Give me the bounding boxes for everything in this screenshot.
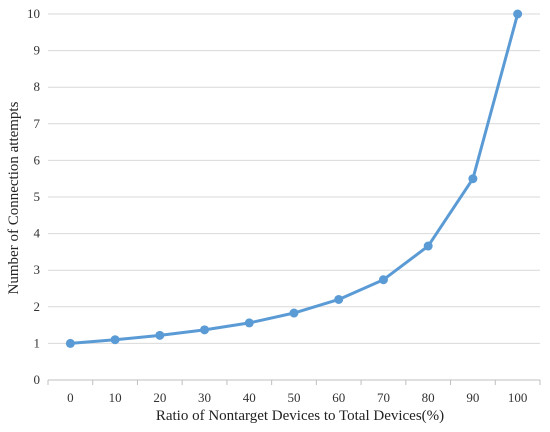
x-tick-label-100: 100 — [508, 390, 528, 405]
data-point-60 — [334, 294, 344, 304]
data-point-0 — [65, 338, 75, 348]
axes — [47, 379, 541, 385]
x-tick-label-80: 80 — [422, 390, 435, 405]
y-tick-label-0: 0 — [34, 372, 41, 387]
x-tick-label-10: 10 — [109, 390, 122, 405]
x-tick-label-50: 50 — [288, 390, 301, 405]
data-point-100 — [513, 9, 523, 19]
x-tick-label-30: 30 — [198, 390, 211, 405]
x-tick-label-70: 70 — [377, 390, 390, 405]
x-tick-label-0: 0 — [67, 390, 74, 405]
data-point-70 — [378, 275, 388, 285]
y-tick-labels: 0 1 2 3 4 5 6 7 8 9 10 — [27, 6, 41, 387]
y-axis-title: Number of Connection attempts — [6, 101, 22, 294]
data-point-40 — [244, 318, 254, 328]
data-point-20 — [155, 330, 165, 340]
y-tick-label-9: 9 — [34, 43, 41, 58]
data-point-50 — [289, 308, 299, 318]
data-point-80 — [423, 241, 433, 251]
y-tick-label-6: 6 — [34, 152, 41, 167]
y-tick-label-10: 10 — [27, 6, 40, 21]
y-tick-label-7: 7 — [34, 116, 41, 131]
series-line-0 — [68, 12, 520, 345]
y-tick-label-5: 5 — [34, 189, 41, 204]
x-tick-label-20: 20 — [153, 390, 166, 405]
x-tick-label-40: 40 — [243, 390, 256, 405]
data-point-30 — [200, 325, 210, 335]
series-group — [65, 9, 523, 348]
y-tick-label-3: 3 — [34, 262, 41, 277]
y-tick-label-4: 4 — [34, 226, 41, 241]
x-tick-labels: 0 10 20 30 40 50 60 70 80 90 100 — [67, 390, 527, 405]
x-tick-label-90: 90 — [466, 390, 479, 405]
x-tick-label-60: 60 — [332, 390, 345, 405]
y-tick-label-8: 8 — [34, 79, 41, 94]
x-axis-title: Ratio of Nontarget Devices to Total Devi… — [156, 408, 444, 424]
data-point-10 — [110, 335, 120, 345]
gridlines — [48, 13, 540, 344]
y-tick-label-1: 1 — [34, 335, 41, 350]
data-point-90 — [468, 174, 478, 184]
y-tick-label-2: 2 — [34, 299, 41, 314]
